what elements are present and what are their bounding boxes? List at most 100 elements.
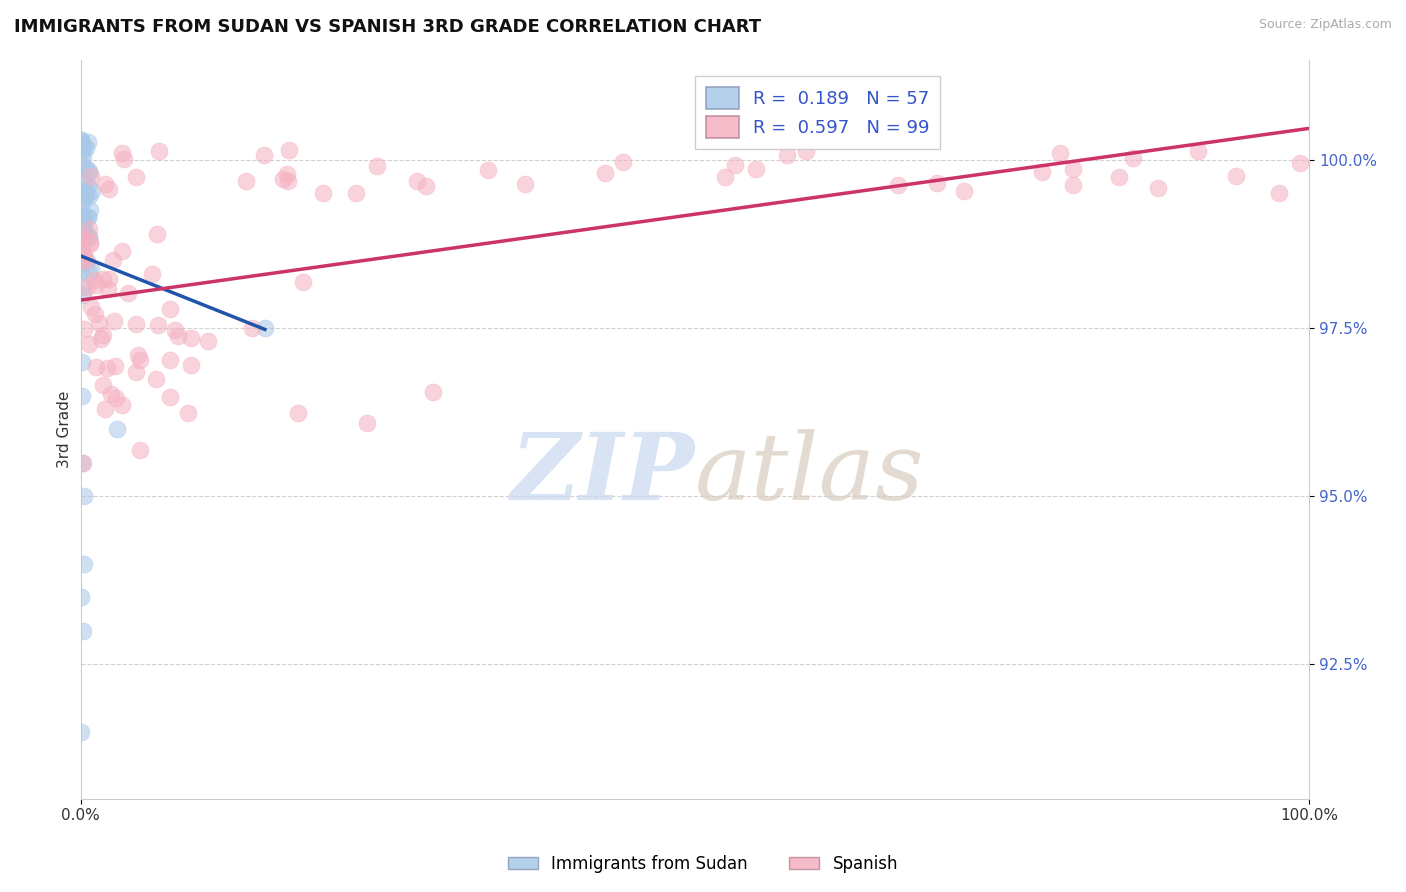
- Point: [1267, 186, 1289, 200]
- Point: [513, 178, 536, 192]
- Point: [84, 307, 107, 321]
- Text: atlas: atlas: [695, 428, 924, 518]
- Point: [141, 267, 163, 281]
- Point: [415, 179, 437, 194]
- Point: [112, 153, 135, 167]
- Point: [180, 331, 202, 345]
- Point: [76, 254, 98, 268]
- Point: [90, 332, 112, 346]
- Point: [1031, 165, 1053, 179]
- Text: ZIP: ZIP: [510, 428, 695, 518]
- Point: [80, 184, 103, 198]
- Point: [253, 321, 276, 335]
- Legend: R =  0.189   N = 57, R =  0.597   N = 99: R = 0.189 N = 57, R = 0.597 N = 99: [695, 76, 941, 149]
- Point: [745, 161, 768, 176]
- Point: [312, 186, 335, 200]
- Point: [125, 317, 148, 331]
- Point: [72, 456, 94, 470]
- Point: [75, 141, 97, 155]
- Point: [76, 178, 98, 193]
- Point: [84, 359, 107, 374]
- Point: [111, 398, 134, 412]
- Point: [72, 287, 94, 301]
- Point: [344, 186, 367, 201]
- Point: [70, 212, 93, 227]
- Point: [276, 167, 298, 181]
- Point: [111, 146, 134, 161]
- Point: [477, 163, 499, 178]
- Point: [612, 155, 634, 169]
- Point: [73, 489, 96, 503]
- Point: [73, 222, 96, 236]
- Point: [366, 159, 388, 173]
- Point: [75, 161, 97, 176]
- Point: [76, 211, 98, 225]
- Point: [72, 188, 94, 202]
- Text: IMMIGRANTS FROM SUDAN VS SPANISH 3RD GRADE CORRELATION CHART: IMMIGRANTS FROM SUDAN VS SPANISH 3RD GRA…: [14, 18, 761, 36]
- Text: Source: ZipAtlas.com: Source: ZipAtlas.com: [1258, 18, 1392, 31]
- Point: [72, 246, 94, 260]
- Point: [70, 209, 93, 223]
- Point: [97, 281, 120, 295]
- Point: [72, 233, 94, 247]
- Point: [70, 388, 93, 402]
- Point: [75, 185, 97, 199]
- Point: [159, 353, 181, 368]
- Point: [77, 337, 100, 351]
- Point: [77, 230, 100, 244]
- Point: [1146, 181, 1168, 195]
- Point: [72, 193, 94, 207]
- Point: [70, 252, 93, 266]
- Point: [129, 443, 152, 458]
- Point: [76, 135, 98, 149]
- Point: [794, 144, 817, 158]
- Point: [76, 280, 98, 294]
- Point: [84, 278, 107, 293]
- Point: [69, 254, 91, 268]
- Point: [159, 301, 181, 316]
- Point: [94, 177, 117, 191]
- Point: [103, 313, 125, 327]
- Point: [1108, 169, 1130, 184]
- Point: [79, 169, 101, 184]
- Point: [79, 301, 101, 315]
- Point: [724, 158, 747, 172]
- Point: [240, 320, 263, 334]
- Point: [271, 172, 294, 186]
- Point: [1049, 145, 1071, 160]
- Point: [77, 166, 100, 180]
- Point: [72, 211, 94, 225]
- Point: [148, 144, 170, 158]
- Point: [69, 197, 91, 211]
- Legend: Immigrants from Sudan, Spanish: Immigrants from Sudan, Spanish: [501, 848, 905, 880]
- Point: [291, 275, 314, 289]
- Point: [72, 557, 94, 571]
- Point: [72, 624, 94, 638]
- Point: [159, 391, 181, 405]
- Point: [96, 361, 118, 376]
- Point: [70, 456, 93, 470]
- Point: [1122, 151, 1144, 165]
- Point: [104, 359, 127, 373]
- Point: [72, 355, 94, 369]
- Point: [277, 144, 299, 158]
- Point: [75, 188, 97, 202]
- Point: [72, 150, 94, 164]
- Point: [1225, 169, 1247, 183]
- Point: [117, 285, 139, 300]
- Point: [111, 244, 134, 259]
- Point: [73, 322, 96, 336]
- Point: [73, 139, 96, 153]
- Point: [953, 184, 976, 198]
- Point: [124, 170, 146, 185]
- Point: [91, 378, 114, 392]
- Point: [73, 176, 96, 190]
- Point: [72, 214, 94, 228]
- Point: [70, 254, 93, 268]
- Point: [77, 211, 100, 225]
- Point: [77, 266, 100, 280]
- Point: [180, 358, 202, 372]
- Point: [1062, 162, 1084, 177]
- Point: [94, 401, 117, 416]
- Point: [79, 262, 101, 277]
